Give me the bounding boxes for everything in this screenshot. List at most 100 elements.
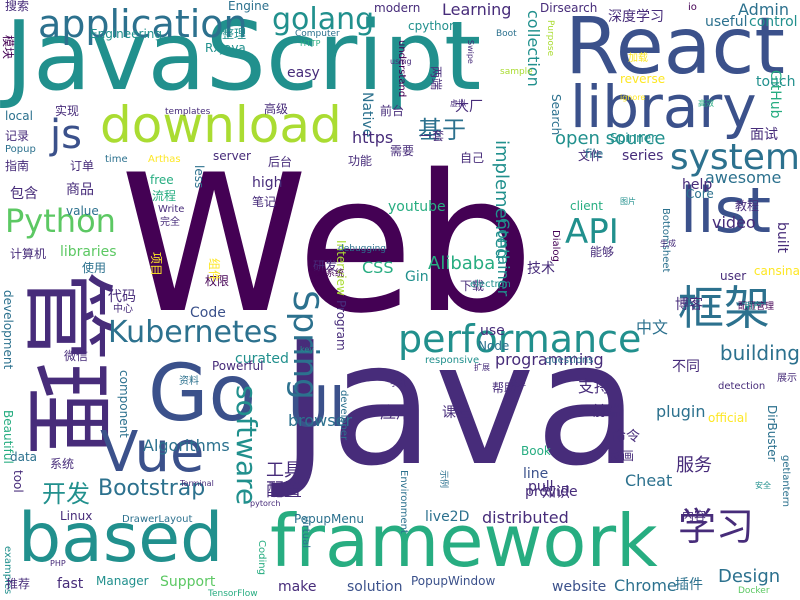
cloud-word-164: 能够 — [590, 245, 615, 259]
cloud-word-77: 订单 — [70, 159, 95, 173]
cloud-word-75: 指南 — [5, 159, 30, 173]
cloud-word-190: 加载 — [628, 53, 648, 64]
cloud-word-135: 帮助 — [492, 381, 517, 395]
cloud-word-128: 知识 — [542, 485, 570, 501]
cloud-word-coding: Coding — [256, 540, 267, 575]
cloud-word-free: free — [150, 173, 174, 187]
cloud-word-157: 博客 — [675, 297, 703, 313]
cloud-word-14: 框架 — [678, 281, 770, 335]
cloud-word-74: 记录 — [5, 129, 30, 143]
cloud-word-golang: golang — [272, 2, 375, 37]
cloud-word-180: 自己 — [460, 151, 485, 165]
cloud-word-useful: useful — [705, 14, 748, 30]
cloud-word-file: file — [585, 147, 604, 161]
cloud-word-swipe: Swipe — [466, 40, 475, 64]
cloud-word-rxjava: RxJava — [205, 41, 246, 55]
cloud-word-203: 手机 — [390, 379, 406, 388]
cloud-word-56: 搜索 — [5, 0, 30, 13]
cloud-word-88: 完全 — [160, 217, 180, 228]
cloud-word-51: 深度学习 — [608, 9, 664, 25]
cloud-word-video: video — [712, 213, 756, 232]
cloud-word-electron: electron — [470, 279, 511, 290]
cloud-word-learning: Learning — [442, 0, 512, 19]
cloud-word-100: 微信 — [64, 349, 89, 363]
cloud-word-algorithms: Algorithms — [143, 436, 230, 455]
cloud-word-196: 用户 — [744, 302, 763, 312]
cloud-word-environment: Environment — [398, 470, 409, 534]
cloud-word-application: application — [38, 2, 248, 46]
cloud-word-data: data — [10, 450, 38, 464]
cloud-word-series: series — [622, 148, 664, 164]
cloud-word-192: 虚拟 — [450, 99, 466, 108]
cloud-word-help: help — [682, 177, 713, 193]
cloud-word-104: 系统 — [50, 457, 75, 471]
cloud-word-dialog: Dialog — [550, 230, 561, 262]
cloud-word-113: 插件 — [675, 577, 703, 593]
cloud-word-open-source: open source — [555, 128, 666, 149]
cloud-word-fast: fast — [57, 576, 84, 592]
cloud-word-dirsearch: Dirsearch — [540, 1, 598, 15]
cloud-word-live2d: live2D — [425, 509, 470, 525]
cloud-word-engineering: Engineering — [90, 27, 162, 41]
cloud-word-official: official — [708, 411, 748, 425]
cloud-word-support: Support — [160, 574, 216, 590]
cloud-word-166: 中文 — [636, 318, 669, 337]
cloud-word-virtual: virtual — [300, 516, 311, 548]
cloud-word-js: js — [50, 112, 82, 158]
cloud-word-46: 应用 — [380, 403, 413, 422]
cloud-word-178: 一套 — [420, 129, 445, 143]
cloud-word-easy: easy — [287, 65, 320, 81]
cloud-word-182: 高级 — [264, 102, 289, 116]
cloud-word-framework: framework — [270, 499, 658, 583]
cloud-word-programming: programming — [495, 350, 604, 369]
cloud-word-172: 面试 — [750, 127, 778, 143]
cloud-word-development: development — [1, 290, 15, 370]
cloud-word-47: 支持 — [578, 377, 611, 396]
cloud-word-api: API — [565, 212, 619, 252]
cloud-word-27: 基于 — [418, 116, 466, 144]
cloud-word-71: 模块 — [1, 35, 15, 60]
cloud-word-php: PHP — [50, 559, 66, 568]
cloud-word-use: use — [480, 323, 505, 339]
cloud-word-less: less — [192, 165, 206, 189]
cloud-word-ignore: ignore — [620, 93, 646, 102]
cloud-word-41: 配置 — [266, 480, 302, 501]
cloud-word-distributed: distributed — [482, 508, 569, 527]
cloud-word-computer: Computer — [295, 29, 340, 39]
cloud-word-responsive: responsive — [425, 355, 480, 366]
cloud-word-admin: Admin — [738, 0, 789, 19]
cloud-word-169: 文件 — [578, 149, 603, 163]
cloud-word-40: 工具 — [266, 460, 302, 481]
cloud-word-80: 商品 — [66, 182, 94, 198]
cloud-word-https: https — [352, 128, 394, 147]
cloud-word-pull: pull — [528, 479, 554, 495]
cloud-word-manager: Manager — [96, 574, 149, 588]
cloud-word-provide: provide — [525, 484, 578, 500]
cloud-word-http: HTTP — [300, 39, 321, 48]
cloud-word-tool: tool — [11, 470, 25, 493]
cloud-word-purpose: Purpose — [545, 20, 555, 57]
cloud-word-147: 技术 — [527, 261, 555, 277]
cloud-word-101: 资料 — [179, 376, 199, 387]
cloud-word-user: user — [720, 269, 747, 283]
cloud-word-206: 生成 — [660, 239, 676, 248]
cloud-word-81: 包含 — [10, 186, 38, 202]
cloud-word-website: website — [552, 579, 607, 595]
cloud-word-92: 代码 — [108, 289, 136, 305]
cloud-word-cheat: Cheat — [625, 471, 673, 490]
cloud-word-45: 服务 — [676, 455, 712, 476]
cloud-word-106: 推荐 — [6, 577, 31, 591]
cloud-word-20: 学习 — [678, 505, 755, 549]
cloud-word-85: 笔记 — [252, 195, 277, 209]
cloud-word-189: 两端 — [429, 66, 443, 91]
cloud-word-java: Java — [280, 306, 640, 504]
cloud-word-alibaba: Alibaba — [428, 253, 496, 274]
cloud-word-popupmenu: PopupMenu — [294, 512, 364, 526]
cloud-word-131: 命令 — [612, 429, 640, 445]
cloud-word-performance: performance — [398, 317, 642, 361]
cloud-word-write: Write — [158, 204, 185, 215]
cloud-word-popupwindow: PopupWindow — [411, 574, 496, 588]
cloud-word-72: 实现 — [55, 104, 80, 118]
cloud-word-book: Book — [521, 444, 551, 458]
